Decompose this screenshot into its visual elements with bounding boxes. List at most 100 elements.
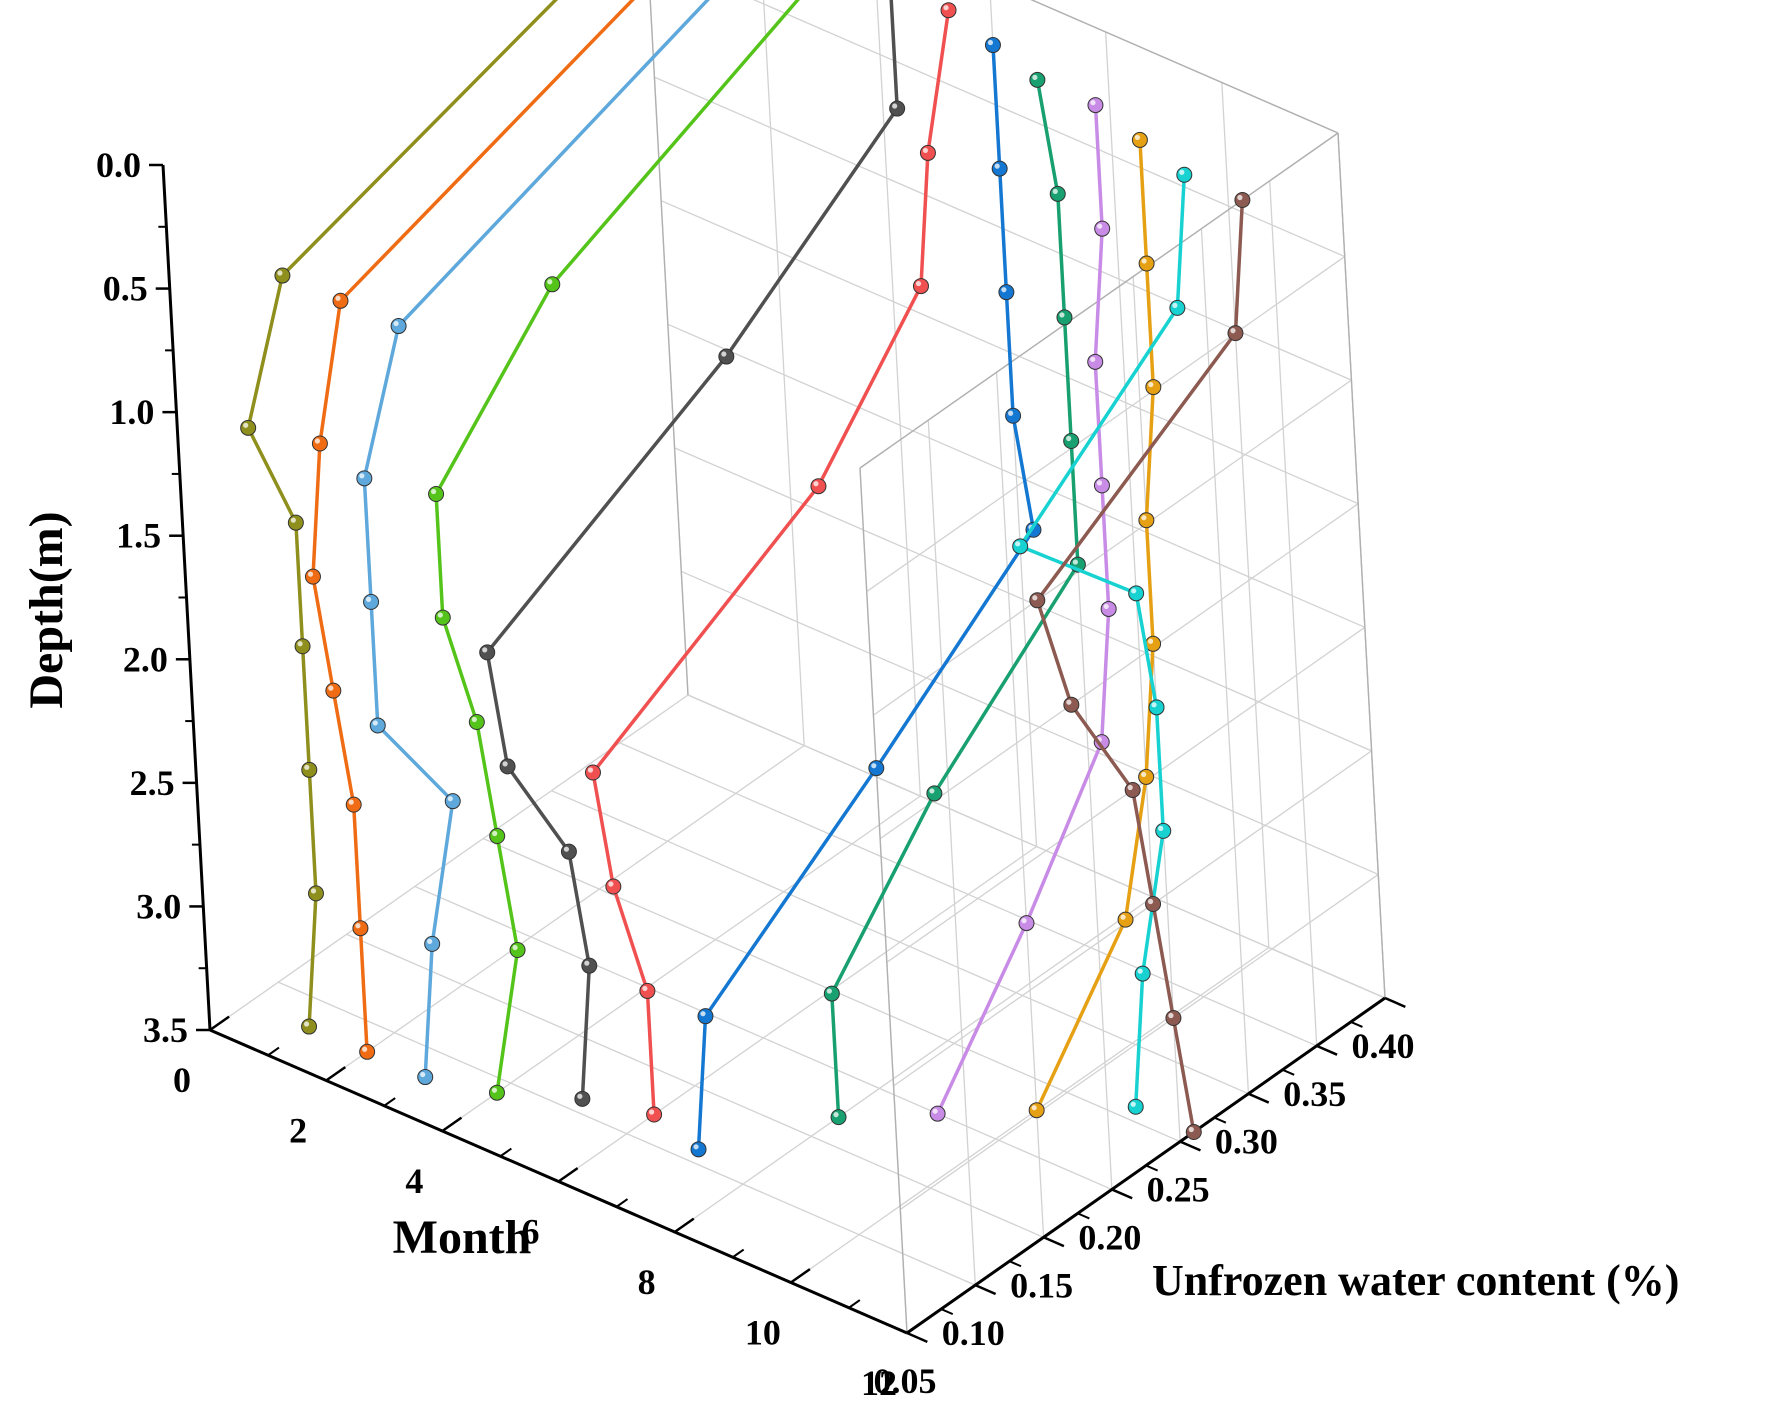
series-marker	[240, 419, 257, 436]
y-tick-label: 0.25	[1147, 1170, 1210, 1210]
series-marker	[1155, 822, 1172, 839]
series-marker	[444, 793, 461, 810]
grid-line-back-depth	[879, 503, 1359, 840]
grid-line-floor-month	[790, 946, 1270, 1284]
series-marker	[1234, 192, 1251, 208]
series-line	[591, 9, 951, 1115]
series-marker	[1056, 309, 1073, 326]
marker-highlight	[892, 103, 898, 109]
x-tick	[441, 1116, 463, 1133]
marker-highlight	[1158, 825, 1164, 831]
series-line	[936, 105, 1111, 1115]
y-tick	[1316, 1044, 1338, 1056]
grid-line-floor-wc	[551, 790, 1249, 1095]
marker-highlight	[1147, 898, 1154, 905]
marker-highlight	[348, 799, 354, 805]
series-marker	[424, 935, 441, 952]
marker-highlight	[1021, 918, 1027, 924]
grid-line-side-depth	[1030, 0, 1339, 134]
z-tick-label: 0.0	[96, 145, 141, 185]
y-tick-label: 0.15	[1010, 1265, 1073, 1305]
series-marker	[1093, 477, 1110, 494]
series-marker	[823, 985, 840, 1002]
grid-line-back-depth	[866, 256, 1346, 593]
series-marker	[718, 348, 735, 365]
series-marker	[287, 514, 304, 531]
marker-highlight	[290, 517, 296, 523]
series-marker	[1124, 782, 1141, 798]
marker-highlight	[372, 720, 378, 726]
series-marker	[489, 828, 506, 844]
grid-line-back-depth	[873, 379, 1352, 716]
series-marker	[926, 785, 943, 802]
grid-layer	[209, 0, 1386, 1334]
marker-highlight	[1148, 381, 1154, 388]
marker-highlight	[307, 571, 314, 577]
x-tick	[790, 1268, 811, 1284]
marker-highlight	[1103, 603, 1109, 610]
marker-highlight	[277, 270, 283, 276]
series-marker	[479, 644, 496, 661]
x-tick-label: 4	[405, 1161, 423, 1201]
y-tick	[906, 1331, 928, 1343]
series-marker	[311, 435, 328, 452]
series-marker	[356, 470, 373, 487]
marker-highlight	[447, 796, 453, 802]
y-tick-label: 0.30	[1215, 1122, 1278, 1162]
series-marker	[1049, 185, 1066, 202]
marker-highlight	[355, 923, 361, 929]
marker-highlight	[1066, 435, 1072, 442]
marker-highlight	[1059, 312, 1065, 318]
series-marker	[584, 764, 601, 781]
marker-highlight	[328, 685, 334, 691]
grid-line-side-month	[649, 0, 689, 696]
series-marker	[639, 982, 656, 999]
marker-highlight	[943, 5, 949, 11]
marker-highlight	[1141, 515, 1147, 521]
z-tick-label: 1.0	[109, 392, 154, 432]
marker-highlight	[1090, 356, 1096, 362]
x-tick-label: 8	[638, 1262, 656, 1302]
grid-line-floor-wc	[278, 981, 976, 1286]
labels-layer: Depth(m) Month Unfrozen water content (%…	[20, 511, 1679, 1305]
marker-highlight	[1137, 968, 1143, 974]
y-tick	[1043, 1236, 1065, 1248]
marker-highlight	[1134, 134, 1140, 141]
grid-line-floor-wc	[687, 694, 1386, 999]
series-marker	[1028, 1102, 1045, 1119]
series-marker	[509, 942, 526, 958]
grid-line-side-month	[1221, 82, 1270, 948]
marker-highlight	[491, 1087, 498, 1093]
marker-highlight	[335, 295, 341, 301]
grid-line-back-wc	[1200, 228, 1250, 1094]
series-marker	[646, 1106, 663, 1123]
marker-highlight	[1237, 194, 1243, 201]
marker-highlight	[1072, 559, 1078, 565]
marker-highlight	[929, 788, 935, 794]
marker-highlight	[587, 767, 594, 773]
marker-highlight	[393, 320, 399, 327]
marker-highlight	[1151, 702, 1157, 708]
y-tick-label: 0.40	[1352, 1026, 1415, 1066]
series-marker	[363, 593, 380, 610]
marker-highlight	[1141, 258, 1147, 264]
x-minor-tick	[267, 1046, 280, 1057]
box-edge	[859, 467, 908, 1334]
series-marker	[1094, 220, 1111, 237]
series-marker	[1087, 353, 1104, 370]
z-tick-label: 3.5	[143, 1010, 188, 1050]
marker-highlight	[310, 888, 317, 894]
series-marker	[1138, 768, 1155, 785]
marker-highlight	[303, 1021, 310, 1027]
series-marker	[868, 760, 885, 777]
series-marker	[1145, 896, 1162, 912]
marker-highlight	[1032, 74, 1038, 80]
x-minor-tick	[499, 1147, 512, 1158]
marker-highlight	[563, 846, 570, 852]
marker-highlight	[1188, 1126, 1194, 1133]
y-tick	[1384, 996, 1406, 1008]
marker-highlight	[1032, 595, 1038, 601]
series-marker	[574, 1090, 591, 1107]
box-edge	[649, 0, 689, 696]
series-marker	[581, 957, 598, 974]
